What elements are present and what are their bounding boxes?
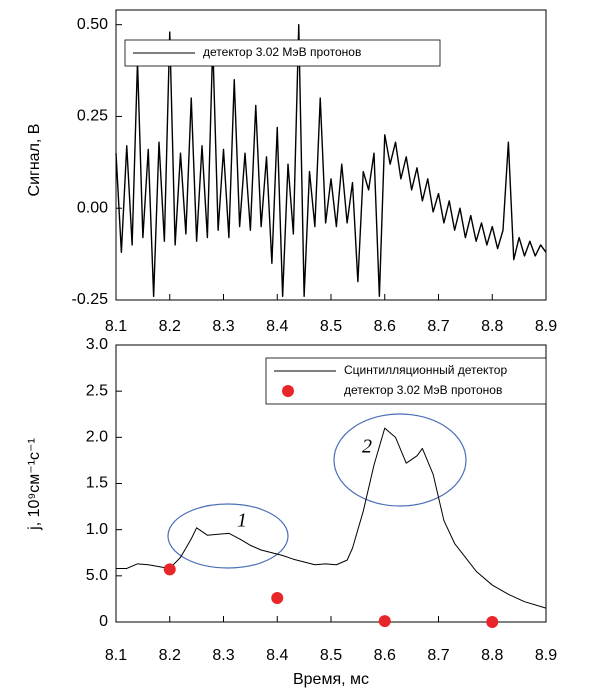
data-point — [271, 591, 284, 604]
x-tick-label: 8.2 — [159, 647, 181, 664]
y-tick-label: 0.50 — [77, 16, 108, 33]
x-tick-label: 8.9 — [535, 318, 557, 335]
data-point — [163, 563, 176, 576]
x-tick-label: 8.8 — [481, 647, 503, 664]
x-tick-label: 8.8 — [481, 318, 503, 335]
x-tick-label: 8.5 — [320, 647, 342, 664]
x-tick-label: 8.4 — [266, 647, 288, 664]
x-tick-label: 8.1 — [105, 647, 127, 664]
highlight-ellipse — [167, 503, 289, 569]
y-axis-label: Сигнал, В — [26, 124, 43, 197]
y-tick-label: 2.5 — [86, 382, 108, 399]
annotation: 1 — [237, 510, 247, 532]
y-tick-label: 1.0 — [86, 521, 108, 538]
x-tick-label: 8.3 — [212, 647, 234, 664]
legend-symbol — [282, 385, 294, 397]
legend-label: детектор 3.02 МэВ протонов — [203, 45, 361, 59]
x-tick-label: 8.6 — [374, 318, 396, 335]
x-tick-label: 8.7 — [427, 647, 449, 664]
data-line — [115, 23, 547, 298]
y-tick-label: 0 — [99, 613, 108, 630]
x-tick-label: 8.1 — [105, 318, 127, 335]
legend-label: Сцинтилляционный детектор — [344, 363, 507, 377]
data-point — [378, 615, 391, 628]
y-tick-label: 2.0 — [86, 429, 108, 446]
legend-box — [265, 357, 547, 405]
x-tick-label: 8.5 — [320, 318, 342, 335]
y-tick-label: 5.0 — [86, 567, 108, 584]
x-axis-label: Время, мс — [293, 671, 369, 688]
y-tick-label: 0.25 — [77, 108, 108, 125]
x-tick-label: 8.7 — [427, 318, 449, 335]
y-axis-label: j, 10⁹см⁻¹с⁻¹ — [26, 438, 43, 531]
x-tick-label: 8.2 — [159, 318, 181, 335]
y-tick-label: -0.25 — [72, 291, 109, 308]
highlight-ellipse — [333, 413, 467, 507]
legend-label: детектор 3.02 МэВ протонов — [344, 383, 502, 397]
y-tick-label: 1.5 — [86, 475, 108, 492]
annotation: 2 — [362, 436, 372, 458]
x-tick-label: 8.4 — [266, 318, 288, 335]
x-tick-label: 8.3 — [212, 318, 234, 335]
y-tick-label: 0.00 — [77, 199, 108, 216]
y-tick-label: 3.0 — [86, 336, 108, 353]
data-line — [116, 427, 547, 609]
x-tick-label: 8.6 — [374, 647, 396, 664]
data-point — [486, 616, 499, 628]
x-tick-label: 8.9 — [535, 647, 557, 664]
